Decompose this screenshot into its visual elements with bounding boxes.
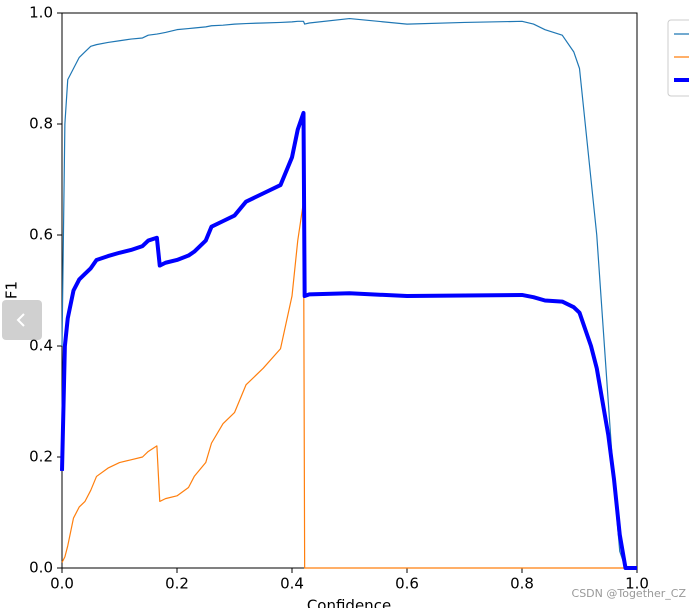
y-axis-label: F1 [3,281,21,299]
watermark: CSDN @Together_CZ [572,587,687,600]
plot-frame [61,12,638,569]
x-axis-label: Confidence [307,597,391,608]
button-bg[interactable] [2,300,42,340]
chevron-icon[interactable] [16,313,25,327]
series-line [61,17,637,569]
x-tick-label: 0.0 [50,575,74,593]
x-tick-label: 0.8 [510,575,534,593]
x-tick-label: 0.4 [280,575,304,593]
series-line [60,110,637,570]
x-tick-label: 1.0 [625,575,649,593]
series-line [61,201,637,569]
y-tick-label: 0.0 [29,559,53,577]
back-button[interactable] [2,300,42,340]
y-tick-label: 0.8 [29,115,53,133]
x-tick-label: 0.2 [165,575,189,593]
y-tick-label: 0.6 [29,226,53,244]
legend-box [667,19,689,97]
x-tick-label: 0.6 [395,575,419,593]
y-tick-label: 1.0 [29,4,53,22]
y-tick-label: 0.4 [29,337,53,355]
y-tick-label: 0.2 [29,448,53,466]
